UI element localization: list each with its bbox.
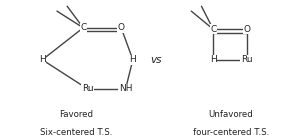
Text: H: H bbox=[129, 55, 136, 64]
Text: Ru: Ru bbox=[82, 85, 93, 93]
Text: Six-centered T.S.: Six-centered T.S. bbox=[40, 128, 112, 136]
Text: NH: NH bbox=[119, 85, 132, 93]
Text: H: H bbox=[39, 55, 46, 64]
Text: C: C bbox=[210, 25, 216, 34]
Text: O: O bbox=[118, 23, 125, 32]
Text: Ru: Ru bbox=[241, 55, 253, 64]
Text: Unfavored: Unfavored bbox=[208, 110, 253, 119]
Text: Favored: Favored bbox=[59, 110, 93, 119]
Text: four-centered T.S.: four-centered T.S. bbox=[192, 128, 269, 136]
Text: O: O bbox=[243, 25, 250, 34]
Text: C: C bbox=[80, 23, 86, 32]
Text: vs: vs bbox=[150, 55, 162, 65]
Text: H: H bbox=[210, 55, 217, 64]
